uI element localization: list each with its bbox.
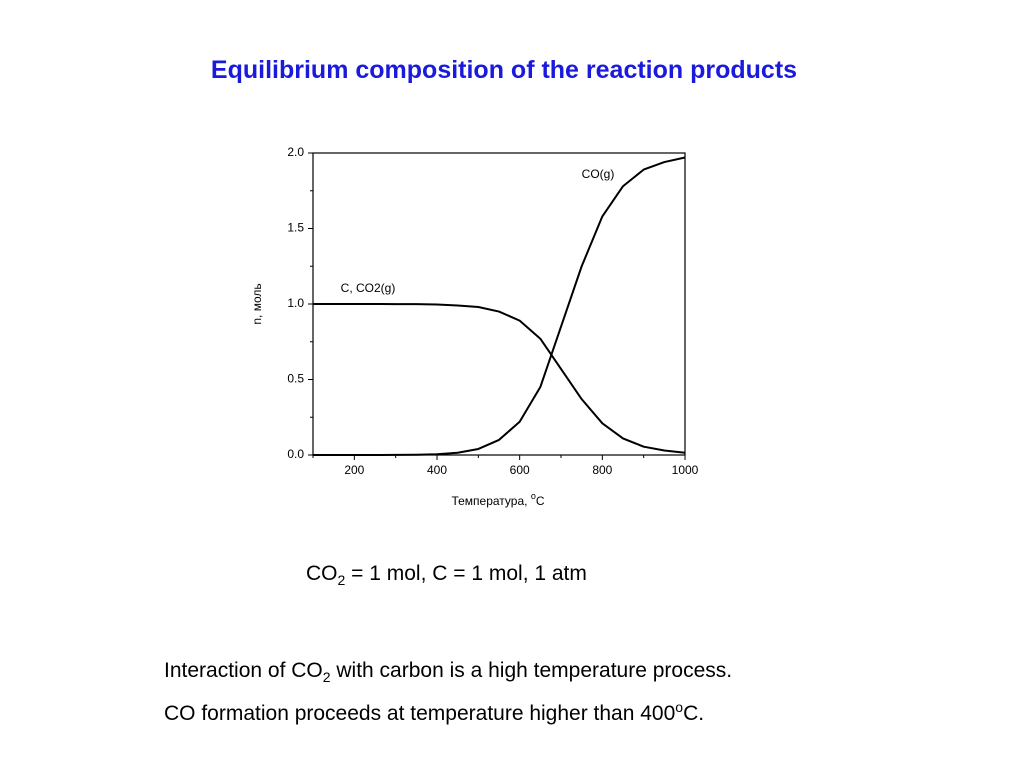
subscript: 2 [322, 669, 331, 686]
x-tick-label: 600 [510, 463, 530, 477]
text: CO [306, 562, 338, 585]
chart: CO(g) C, CO2(g) n, моль Температура, oC … [250, 145, 699, 508]
x-label-part: C [536, 494, 545, 508]
series-annotation: CO(g) [582, 167, 615, 181]
title: Equilibrium composition of the reaction … [210, 56, 798, 84]
text: CO formation proceeds at temperature hig… [164, 702, 676, 726]
text: Interaction of CO [164, 659, 323, 682]
text: with carbon is a high temperature proces… [330, 659, 733, 682]
y-tick-label: 0.0 [287, 447, 304, 461]
notes: Interaction of CO2 with carbon is a high… [164, 656, 732, 729]
y-tick-label: 1.5 [287, 221, 304, 235]
subscript: 2 [337, 572, 346, 589]
series-line [313, 156, 686, 456]
x-tick-label: 200 [344, 463, 364, 477]
x-tick-label: 400 [427, 463, 447, 477]
series-line [313, 303, 686, 454]
note: Interaction of CO2 with carbon is a high… [164, 656, 732, 692]
series-annotation: C, CO2(g) [341, 281, 396, 295]
y-tick-label: 1.0 [287, 296, 304, 310]
x-tick-label: 800 [592, 463, 612, 477]
x-tick-label: 1000 [672, 463, 699, 477]
note: CO formation proceeds at temperature hig… [164, 692, 732, 729]
x-label-part: Температура, [451, 494, 530, 508]
superscript: o [675, 699, 684, 716]
text: = 1 mol, C = 1 mol, 1 atm [345, 562, 587, 585]
y-tick-label: 2.0 [287, 145, 304, 159]
x-axis-label: Температура, oC [451, 491, 544, 508]
y-axis-label: n, моль [250, 283, 264, 324]
conditions: CO2 = 1 mol, C = 1 mol, 1 atm [306, 562, 587, 588]
y-tick-label: 0.5 [287, 372, 304, 386]
x-label-sup: o [531, 491, 536, 501]
text: C. [683, 702, 705, 726]
